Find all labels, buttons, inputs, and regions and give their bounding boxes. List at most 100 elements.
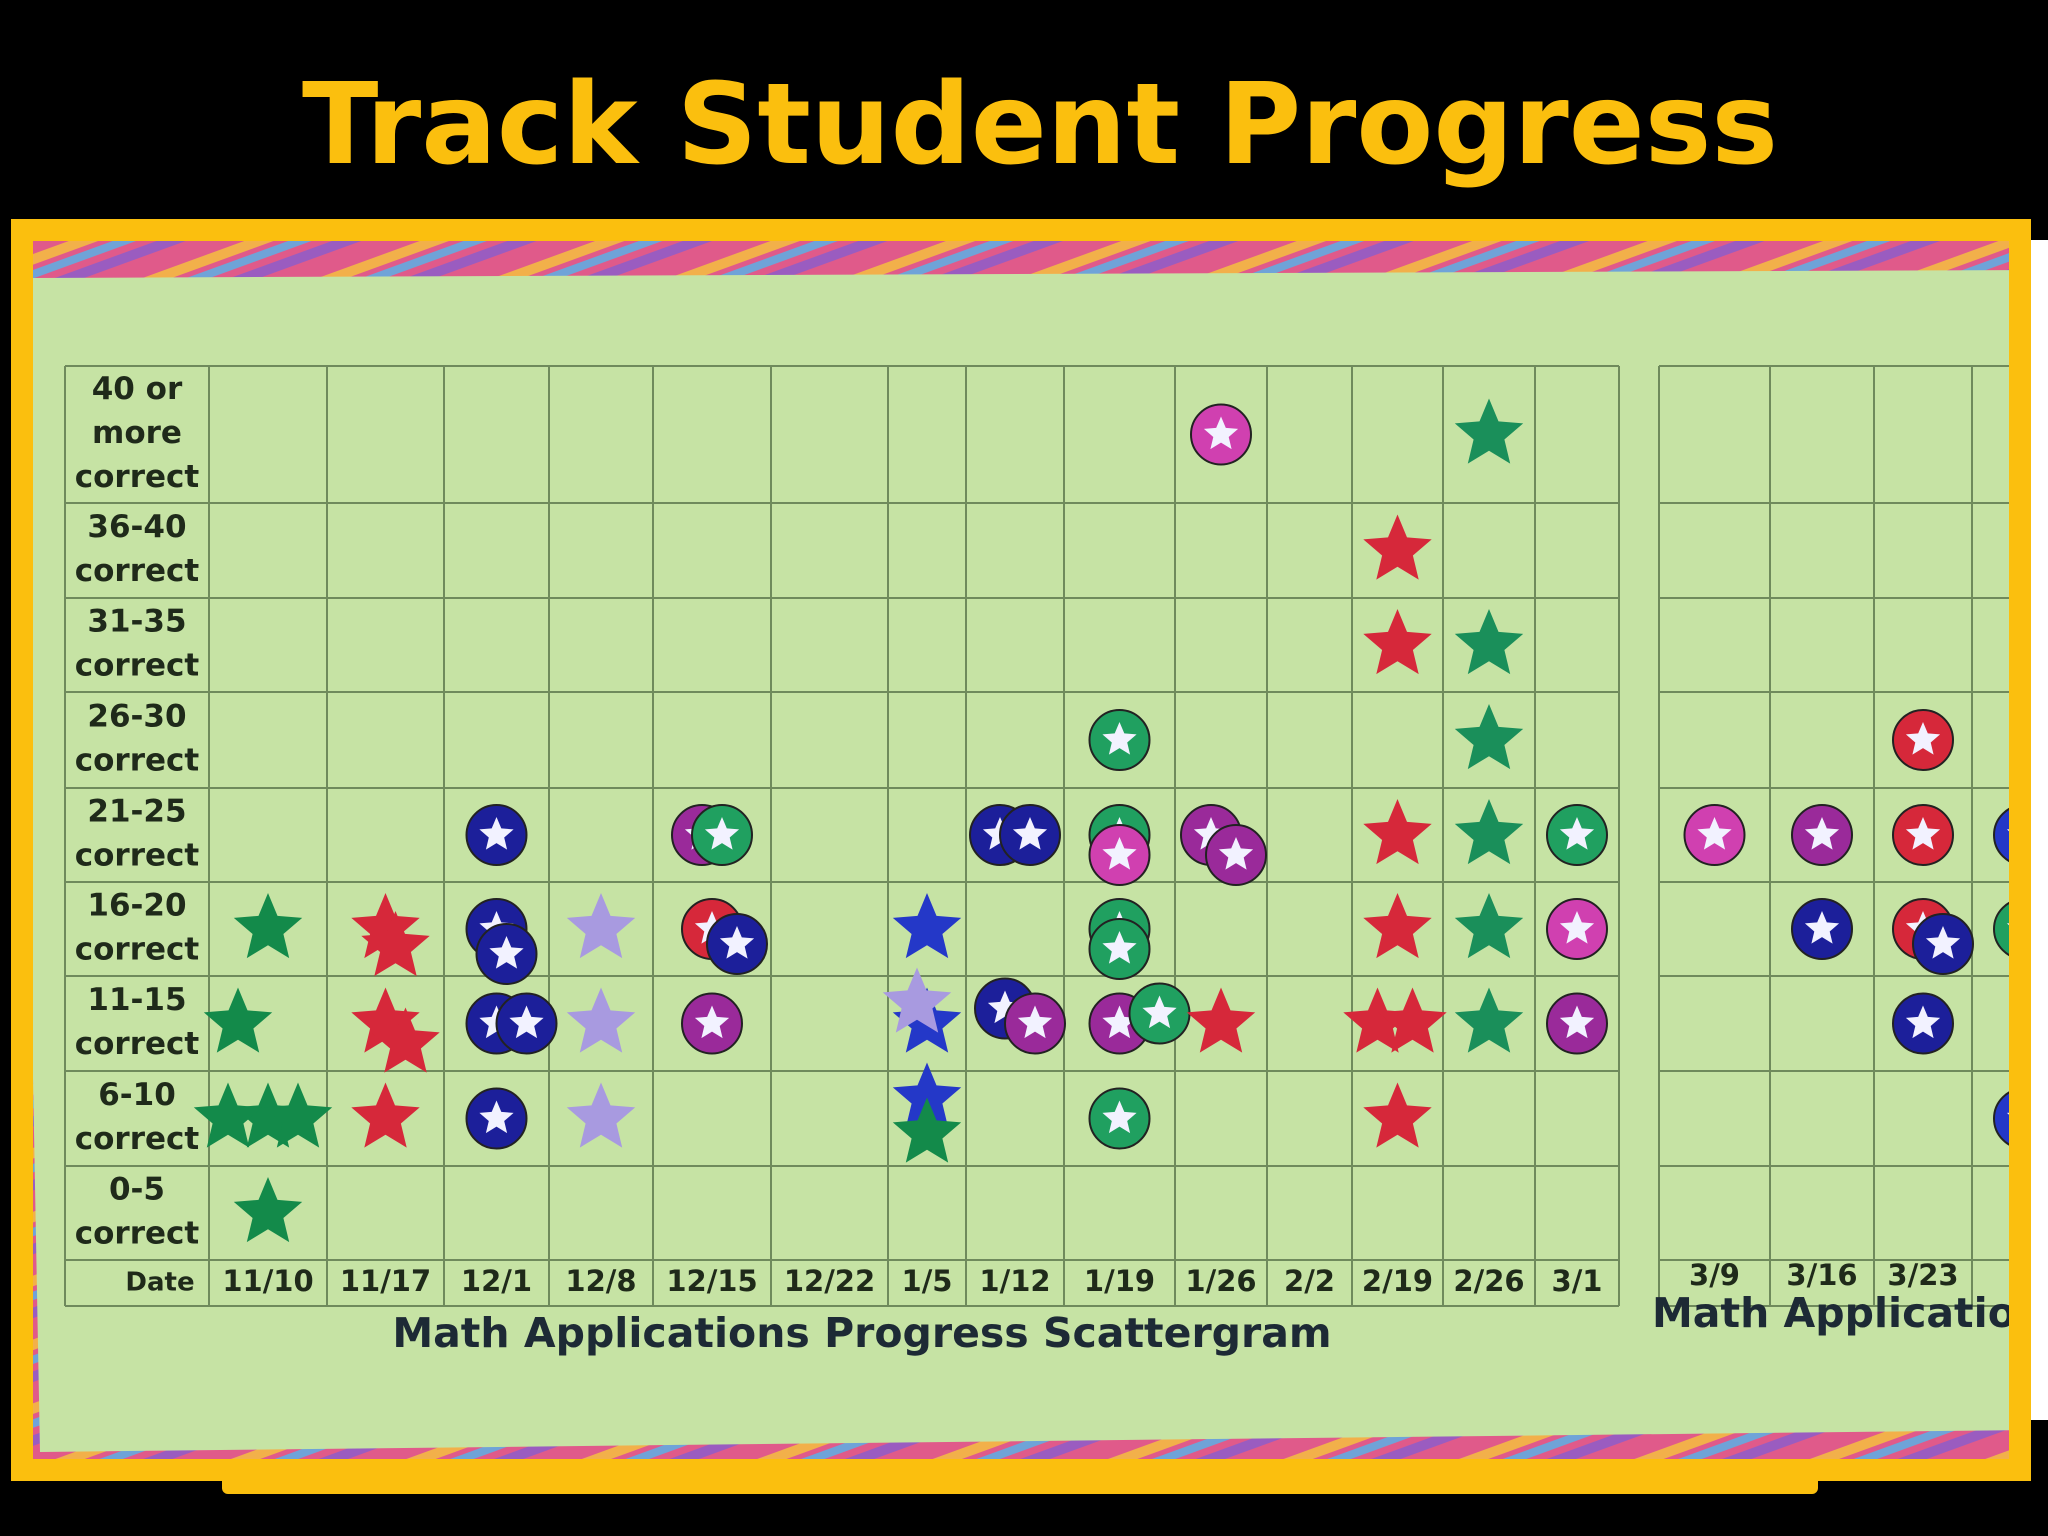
sticker-star [1218,837,1254,870]
sticker [1363,893,1432,959]
date-label: 1/5 [902,1264,953,1298]
sticker-star [509,1005,544,1039]
date-label: 12/1 [461,1264,532,1298]
row-label: more [92,415,182,451]
row-label: 6-10 [98,1077,176,1113]
row-label: correct [75,648,200,684]
sticker-star [1804,911,1840,944]
frame-tab [222,1470,1818,1494]
sticker-star [1203,416,1239,450]
date-label: 11/17 [340,1264,431,1298]
sticker [1454,893,1524,959]
sticker [1454,987,1524,1053]
sticker [1363,1082,1432,1148]
sticker-star [1017,1005,1053,1039]
sticker-star [1142,995,1177,1029]
sticker-star [1102,722,1137,755]
sticker [361,911,430,977]
sticker-star [2006,1112,2009,1115]
sticker-star [479,817,514,850]
sticker [1454,704,1524,770]
sticker-star [694,1005,730,1039]
sticker-star [2006,923,2009,926]
sticker [1363,514,1432,580]
date-label: 12/15 [666,1264,757,1298]
sticker [892,1097,962,1163]
sticker-star [1697,817,1732,850]
row-label: 21-25 [87,794,186,830]
row-label: 36-40 [87,509,186,545]
sticker [233,893,303,959]
caption: Math Applications Progress Scattergram [392,1309,1331,1357]
photo: 40 or more correct 36-40 correct 31-35 correct… [33,241,2040,1467]
grid [64,365,2009,1307]
sticker-star [719,926,755,959]
row-label: correct [75,743,200,779]
sticker-star [1559,911,1595,944]
sticker [566,987,636,1053]
row-label: correct [75,838,200,874]
sticker [263,1082,333,1148]
row-label: correct [75,553,200,589]
date-label: 3/23 [1887,1258,1958,1292]
sticker [1363,609,1432,675]
sticker [193,1082,263,1148]
row-label: correct [75,1026,200,1062]
sticker-star [1905,1005,1941,1039]
sticker [1186,987,1256,1053]
sticker [566,893,636,959]
sticker [1993,807,2009,863]
edge [2026,240,2048,1420]
row-label: correct [75,932,200,968]
date-label: 11/10 [222,1264,313,1298]
sticker [203,987,273,1053]
sticker-star [1905,817,1941,850]
sticker-star [1559,1005,1595,1039]
row-label: 16-20 [87,888,186,924]
row-label: correct [75,459,200,495]
row-label: correct [75,1121,200,1157]
sticker-star [1102,1100,1137,1134]
sticker-star [2006,829,2009,832]
sticker-star [1012,817,1048,850]
sticker-star [1102,837,1137,870]
labels: 40 or more correct 36-40 correct 31-35 correct… [75,371,2040,1357]
date-label: 3/1 [1552,1264,1603,1298]
date-label: 3/9 [1689,1258,1740,1292]
date-label: 12/8 [565,1264,636,1298]
sticker [371,1007,440,1073]
sticker [351,1082,420,1148]
sticker-star [1925,926,1961,959]
sticker [1378,987,1447,1053]
row-label: correct [75,1216,200,1252]
date-label: 2/19 [1362,1264,1433,1298]
sticker [233,1177,303,1243]
sticker-star [1804,817,1840,850]
sticker [1993,901,2009,957]
date-label: 1/19 [1084,1264,1155,1298]
date-label: 1/12 [979,1264,1050,1298]
sticker [892,893,962,959]
sticker [1363,799,1432,865]
sticker [566,1082,636,1148]
date-header: Date [125,1268,194,1298]
row-label: 31-35 [87,604,186,640]
sticker-star [1905,722,1941,755]
sticker [1454,799,1524,865]
sticker [1454,398,1524,464]
row-label: 11-15 [87,982,186,1018]
sticker [1454,609,1524,675]
sticker-star [1559,817,1595,850]
date-label: 2/26 [1453,1264,1524,1298]
date-label: 2/2 [1284,1264,1335,1298]
sticker [1993,1091,2009,1146]
slide-title: Track Student Progress [302,60,1778,190]
date-label: 3/16 [1786,1258,1857,1292]
sticker-star [479,1100,514,1134]
date-label: 3/ [2009,1258,2040,1292]
row-label: 0-5 [109,1172,165,1208]
row-label: 40 or [92,371,183,407]
date-label: 12/22 [784,1264,875,1298]
sticker [892,1062,962,1128]
